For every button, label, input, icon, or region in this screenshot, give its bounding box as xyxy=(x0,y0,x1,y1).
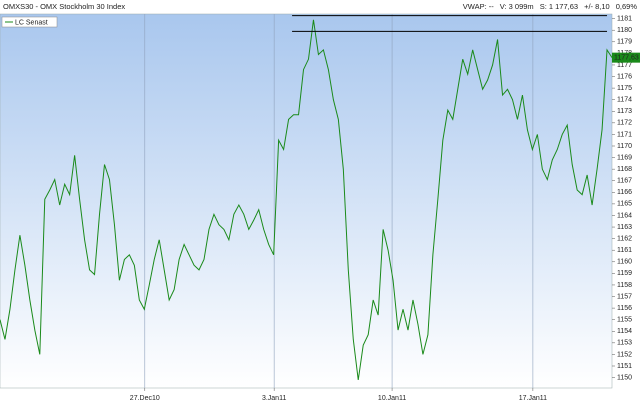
y-tick-label: 1171 xyxy=(617,131,632,138)
header-stat: VWAP: -- xyxy=(463,2,494,11)
y-tick-label: 1173 xyxy=(617,108,632,115)
y-tick-label: 1174 xyxy=(617,97,632,104)
chart-title: OMXS30 - OMX Stockholm 30 Index xyxy=(3,2,125,11)
header-stat: V: 3 099m xyxy=(500,2,534,11)
x-tick-label: 27.Dec10 xyxy=(130,395,160,402)
x-tick-label: 17.Jan11 xyxy=(519,395,547,402)
price-line xyxy=(0,19,613,380)
last-value-box xyxy=(612,52,640,63)
legend-box xyxy=(1,16,58,28)
y-tick-label: 1166 xyxy=(617,189,632,196)
y-tick-label: 1176 xyxy=(617,73,632,80)
y-tick-label: 1156 xyxy=(617,305,632,312)
header-stat: +/- 8,10 xyxy=(584,2,610,11)
y-tick-label: 1155 xyxy=(617,317,632,324)
y-tick-label: 1163 xyxy=(617,224,632,231)
y-tick-label: 1179 xyxy=(617,39,632,46)
y-tick-label: 1180 xyxy=(617,27,632,34)
header-stats: 0,69% +/- 8,10 S: 1 177,63 V: 3 099m VWAP: -… xyxy=(463,2,638,11)
header-stat: S: 1 177,63 xyxy=(540,2,578,11)
y-tick-label: 1168 xyxy=(617,166,632,173)
y-tick-label: 1165 xyxy=(617,201,632,208)
y-tick-label: 1154 xyxy=(617,328,632,335)
plot xyxy=(0,14,613,388)
y-tick-label: 1164 xyxy=(617,212,632,219)
y-tick-label: 1167 xyxy=(617,178,632,185)
legend-label: LC Senast xyxy=(15,19,48,26)
y-tick-label: 1177 xyxy=(617,62,632,69)
y-tick-label: 1160 xyxy=(617,259,632,266)
y-tick-label: 1175 xyxy=(617,85,632,92)
y-tick-label: 1169 xyxy=(617,154,632,161)
header-stat: 0,69% xyxy=(616,2,638,11)
y-tick-label: 1153 xyxy=(617,340,632,347)
y-tick-label: 1181 xyxy=(617,15,632,22)
y-tick-label: 1151 xyxy=(617,363,632,370)
y-tick-label: 1161 xyxy=(617,247,632,254)
y-tick-label: 1162 xyxy=(617,235,632,242)
y-tick-label: 1170 xyxy=(617,143,632,150)
y-tick-label: 1158 xyxy=(617,282,632,289)
y-tick-label: 1152 xyxy=(617,351,632,358)
y-tick-label: 1150 xyxy=(617,374,632,381)
last-value-label: 1177,63 xyxy=(614,54,639,61)
x-tick-label: 3.Jan11 xyxy=(262,395,286,402)
plot-area xyxy=(0,13,613,389)
y-tick-label: 1159 xyxy=(617,270,632,277)
x-tick-label: 10.Jan11 xyxy=(378,395,406,402)
y-tick-label: 1157 xyxy=(617,293,632,300)
legend: LC Senast xyxy=(1,16,58,28)
y-tick-label: 1172 xyxy=(617,120,632,127)
